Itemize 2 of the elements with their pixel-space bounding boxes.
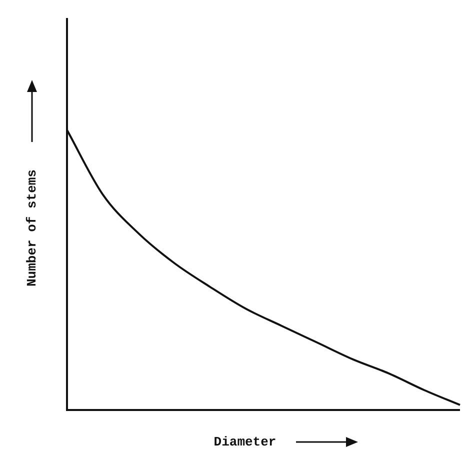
x-axis-title: Diameter bbox=[214, 434, 276, 450]
y-axis-title: Number of stems bbox=[24, 169, 40, 287]
